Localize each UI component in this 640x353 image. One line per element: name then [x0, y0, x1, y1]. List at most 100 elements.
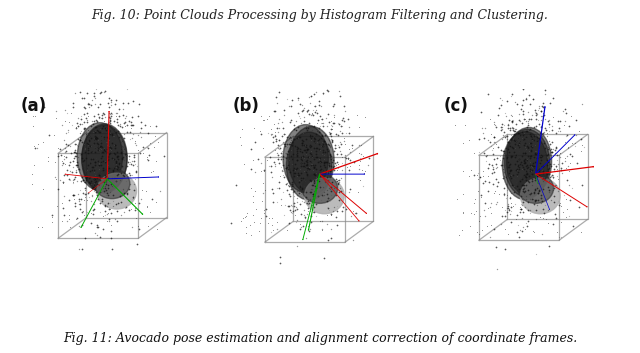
Point — [305, 142, 316, 148]
Point — [309, 156, 319, 162]
Point — [81, 116, 91, 121]
Point — [301, 195, 311, 200]
Point — [64, 176, 74, 182]
Point — [88, 183, 98, 188]
Point — [274, 137, 284, 143]
Point — [544, 165, 554, 170]
Point — [532, 134, 542, 140]
Point — [74, 134, 84, 140]
Point — [520, 193, 531, 199]
Point — [500, 181, 511, 186]
Point — [558, 108, 568, 114]
Point — [96, 186, 106, 191]
Point — [534, 160, 545, 166]
Point — [514, 118, 524, 123]
Point — [120, 115, 130, 121]
Point — [532, 108, 543, 113]
Point — [89, 129, 99, 134]
Point — [509, 190, 519, 195]
Point — [51, 108, 61, 114]
Point — [544, 178, 554, 184]
Point — [327, 171, 337, 176]
Point — [324, 119, 334, 125]
Point — [530, 186, 540, 192]
Point — [316, 135, 326, 140]
Point — [108, 175, 118, 180]
Point — [75, 207, 85, 212]
Point — [88, 93, 99, 99]
Point — [294, 75, 305, 80]
Point — [520, 189, 530, 194]
Point — [90, 176, 100, 182]
Point — [292, 144, 302, 150]
Point — [92, 118, 102, 124]
Point — [529, 132, 540, 138]
Point — [545, 161, 555, 167]
Point — [330, 142, 340, 147]
Point — [316, 104, 326, 109]
Point — [87, 193, 97, 199]
Point — [86, 167, 97, 173]
Point — [534, 150, 544, 156]
Point — [87, 119, 97, 124]
Point — [295, 134, 305, 140]
Point — [304, 144, 314, 149]
Point — [304, 121, 314, 126]
Point — [118, 155, 128, 160]
Point — [104, 119, 114, 125]
Point — [95, 234, 106, 240]
Point — [343, 155, 353, 161]
Point — [524, 127, 534, 132]
Point — [76, 222, 86, 227]
Point — [286, 137, 296, 143]
Point — [502, 155, 512, 161]
Point — [102, 204, 113, 209]
Point — [116, 170, 126, 175]
Point — [317, 133, 327, 139]
Point — [355, 151, 365, 157]
Point — [469, 150, 479, 156]
Point — [106, 210, 116, 216]
Point — [300, 164, 310, 169]
Point — [313, 193, 323, 199]
Point — [308, 191, 319, 197]
Point — [564, 160, 575, 166]
Point — [516, 207, 527, 212]
Point — [502, 174, 512, 179]
Point — [534, 161, 545, 167]
Point — [503, 201, 513, 207]
Point — [136, 125, 147, 131]
Point — [486, 143, 496, 149]
Point — [324, 142, 334, 148]
Point — [72, 123, 83, 129]
Point — [285, 117, 296, 123]
Point — [311, 151, 321, 157]
Point — [288, 189, 298, 195]
Point — [479, 150, 490, 156]
Point — [90, 135, 100, 141]
Point — [304, 94, 314, 100]
Point — [326, 137, 337, 143]
Point — [351, 210, 362, 216]
Point — [114, 161, 124, 167]
Point — [478, 180, 488, 186]
Point — [534, 136, 544, 141]
Point — [493, 144, 503, 150]
Point — [344, 130, 354, 136]
Point — [514, 132, 524, 137]
Point — [577, 101, 587, 107]
Point — [88, 131, 99, 137]
Point — [122, 191, 132, 197]
Point — [260, 214, 271, 219]
Point — [288, 167, 298, 173]
Point — [495, 127, 506, 133]
Point — [138, 187, 148, 192]
Point — [510, 145, 520, 151]
Point — [123, 100, 133, 106]
Point — [99, 189, 109, 194]
Point — [561, 133, 572, 139]
Point — [274, 125, 284, 130]
Point — [59, 153, 69, 158]
Point — [484, 179, 494, 185]
Point — [318, 142, 328, 147]
